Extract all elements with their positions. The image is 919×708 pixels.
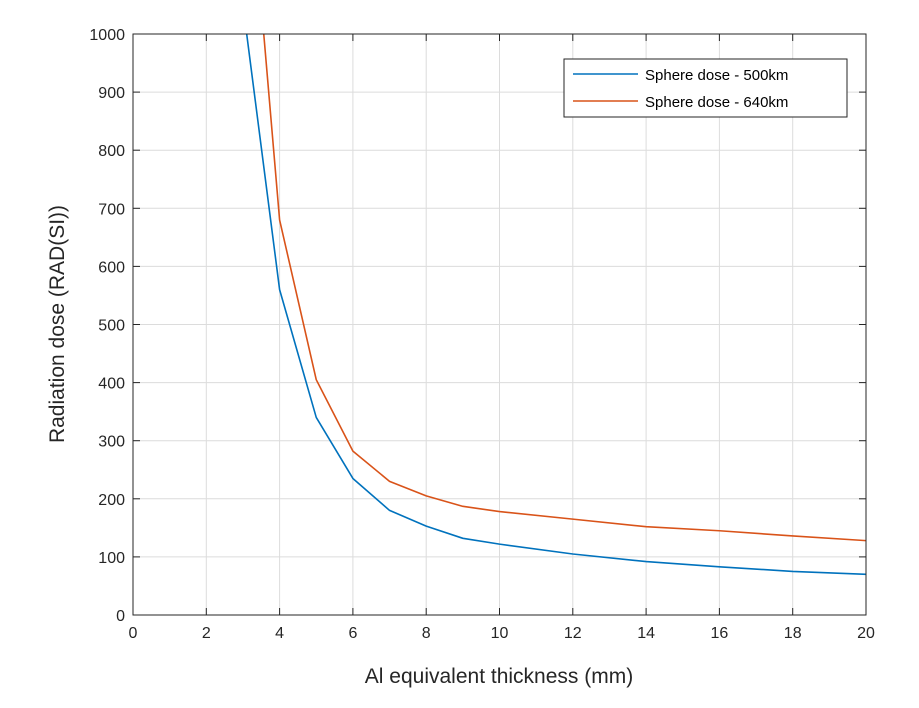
- series-lines: [245, 34, 866, 576]
- series-line-640km: [262, 34, 866, 542]
- x-tick-label: 2: [202, 625, 211, 642]
- x-axis-label: Al equivalent thickness (mm): [365, 665, 633, 688]
- legend-label-640km: Sphere dose - 640km: [645, 94, 788, 111]
- y-tick-label: 700: [98, 201, 125, 218]
- x-tick-label: 14: [637, 625, 655, 642]
- tick-marks: [132, 33, 867, 616]
- x-tick-label: 20: [857, 625, 875, 642]
- x-tick-label: 4: [275, 625, 284, 642]
- series-line-500km: [245, 34, 866, 576]
- y-tick-label: 0: [116, 608, 125, 625]
- y-tick-label: 1000: [89, 27, 125, 44]
- x-tick-label: 10: [491, 625, 509, 642]
- x-tick-label: 0: [129, 625, 138, 642]
- y-tick-label: 800: [98, 143, 125, 160]
- y-tick-label: 500: [98, 318, 125, 335]
- legend: Sphere dose - 500km Sphere dose - 640km: [563, 58, 848, 118]
- y-tick-label: 400: [98, 376, 125, 393]
- x-tick-label: 18: [784, 625, 802, 642]
- legend-label-500km: Sphere dose - 500km: [645, 67, 788, 84]
- y-axis-label: Radiation dose (RAD(SI)): [46, 205, 69, 443]
- y-tick-label: 600: [98, 259, 125, 276]
- legend-box: [563, 58, 848, 118]
- y-tick-labels: 0 100 200 300 400 500 600 700 800 900 1000: [89, 27, 125, 625]
- x-tick-label: 12: [564, 625, 582, 642]
- y-tick-label: 200: [98, 492, 125, 509]
- x-tick-label: 6: [348, 625, 357, 642]
- x-tick-labels: 0 2 4 6 8 10 12 14 16 18 20: [129, 625, 875, 642]
- y-tick-label: 900: [98, 85, 125, 102]
- y-tick-label: 300: [98, 434, 125, 451]
- y-tick-label: 100: [98, 550, 125, 567]
- x-tick-label: 16: [711, 625, 729, 642]
- x-tick-label: 8: [422, 625, 431, 642]
